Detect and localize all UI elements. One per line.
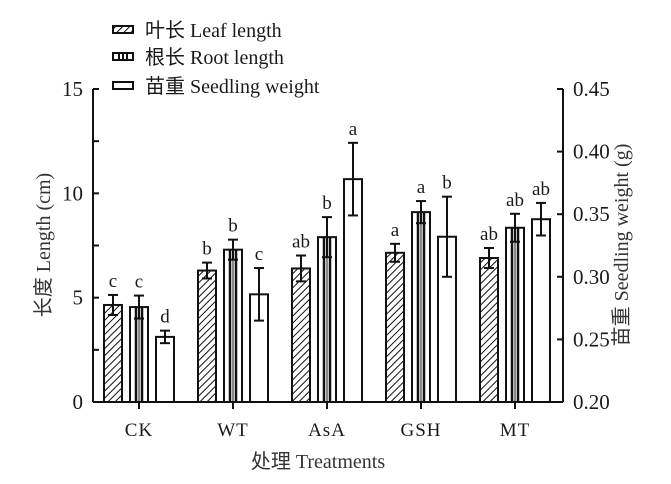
significance-letter: b [228,216,238,237]
significance-letter: ab [292,232,310,253]
y-tick-label-right: 0.30 [573,265,610,289]
legend-label: 苗重 Seedling weight [145,75,320,98]
significance-letter: a [417,177,426,198]
x-tick-label: CK [125,420,153,441]
x-axis-title: 处理 Treatments [251,450,385,473]
significance-letter: c [109,271,117,292]
legend: 叶长 Leaf length 根长 Root length 苗重 Seedling … [112,19,320,98]
y-tick-label-right: 0.25 [573,327,610,351]
y-axis-title-left: 长度 Length (cm) [32,173,55,317]
bar-hatch [479,257,499,403]
y-tick-label-left: 15 [62,77,83,101]
significance-letter: b [442,173,452,194]
x-tick-label: GSH [400,420,441,441]
significance-letter: a [349,119,358,140]
y-tick-label-right: 0.40 [573,140,610,164]
x-tick-label: AsA [308,420,346,441]
bar-empty [531,218,551,403]
bar-hatch [103,303,123,403]
legend-swatch-hatch [112,25,134,34]
significance-letter: a [391,220,400,241]
x-tick-label: MT [500,420,531,441]
significance-letter: d [160,307,170,328]
significance-letter: ab [532,179,550,200]
significance-letter: c [255,244,263,265]
y-tick-label-right: 0.35 [573,202,610,226]
bar-hatch [291,267,311,403]
significance-letter: c [135,272,143,293]
significance-letter: b [202,239,212,260]
legend-swatch-empty [112,81,134,90]
y-tick-label-left: 10 [62,181,83,205]
legend-label: 根长 Root length [145,46,284,69]
axes: 0 5 10 15 0.20 0.25 0.30 0.35 0.40 0.45 CK WT AsA GSH… [62,77,610,441]
significance-letter: ab [506,190,524,211]
bar-hatch [385,251,405,403]
y-axis-title-right: 苗重 Seedling weight (g) [610,144,633,347]
bar-empty [155,335,175,403]
significance-letter: b [322,193,332,214]
y-tick-label-left: 0 [73,390,84,414]
significance-letter: ab [480,224,498,245]
bar-hatch [197,269,217,404]
y-tick-label-left: 5 [73,286,84,310]
x-tick-label: WT [217,420,249,441]
legend-label: 叶长 Leaf length [145,19,282,42]
y-tick-label-right: 0.20 [573,390,610,414]
y-tick-label-right: 0.45 [573,77,610,101]
